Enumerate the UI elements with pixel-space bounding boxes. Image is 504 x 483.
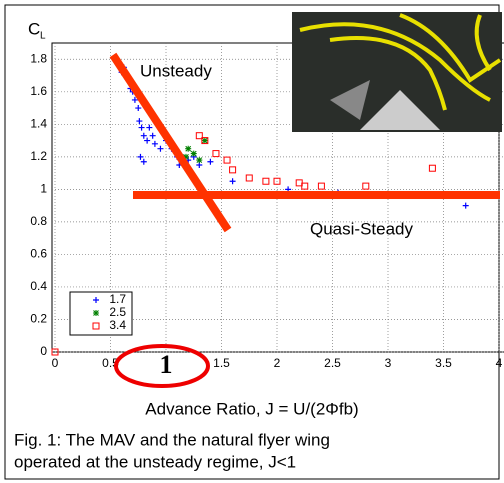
point (144, 137, 151, 144)
point (212, 150, 220, 158)
point (229, 166, 237, 174)
legend-label: 1.7 (109, 292, 126, 306)
point (462, 202, 469, 209)
point (51, 348, 59, 356)
annotation: Quasi-Steady (310, 219, 413, 238)
y-tick-label: 0.6 (30, 247, 47, 261)
caption-line: operated at the unsteady regime, J<1 (14, 452, 296, 471)
legend-label: 2.5 (109, 305, 126, 319)
legend-marker (93, 297, 99, 303)
point (245, 174, 253, 182)
y-tick-label: 0.2 (30, 312, 47, 326)
y-tick-label: 1.6 (30, 84, 47, 98)
legend-box (69, 291, 133, 336)
point (138, 124, 145, 131)
point (223, 156, 231, 164)
point (146, 124, 153, 131)
point (273, 177, 281, 185)
plot: 00.20.40.60.811.21.41.61.80 0.5 1 1.5 2 2.5 3 3… (30, 42, 504, 379)
y-tick-label: 0.4 (30, 279, 47, 293)
point (190, 150, 197, 157)
legend-marker (92, 322, 100, 330)
x-tick-label: 1.5 (213, 356, 230, 370)
y-tick-label: 1.2 (30, 149, 47, 163)
point (136, 118, 143, 125)
x-tick-label: 2.5 (324, 356, 341, 370)
point (195, 132, 203, 140)
x-tick-label: 3.5 (435, 356, 452, 370)
plot-frame (51, 42, 504, 353)
point (137, 153, 144, 160)
inset-photo (292, 12, 502, 132)
point (135, 105, 142, 112)
y-tick-label: 0.8 (30, 214, 47, 228)
point (201, 137, 208, 144)
point (201, 137, 209, 145)
point (317, 182, 325, 190)
y-tick-label: 1.4 (30, 116, 47, 130)
x-tick-label: 1 (160, 350, 173, 379)
point (140, 158, 147, 165)
y-tick-label: 1.8 (30, 51, 47, 65)
point (301, 182, 309, 190)
y-tick-label: 1 (40, 182, 47, 196)
point (182, 153, 189, 160)
point (428, 164, 436, 172)
point (229, 178, 236, 185)
point (196, 157, 203, 164)
highlight-ellipse (114, 344, 210, 388)
y-tick-label: 0 (40, 344, 47, 358)
point (151, 140, 158, 147)
point (362, 182, 370, 190)
point (140, 132, 147, 139)
legend-label: 3.4 (109, 318, 126, 332)
point (262, 177, 270, 185)
point (157, 145, 164, 152)
point (185, 145, 192, 152)
legend-marker (93, 310, 99, 316)
y-label: C (28, 19, 40, 38)
y-label-sub: L (40, 31, 46, 42)
x-label: Advance Ratio, J = U/(2Φfb) (145, 399, 358, 418)
x-tick-label: 4 (496, 356, 503, 370)
legend: 1.72.53.4 (69, 291, 133, 336)
caption-line: Fig. 1: The MAV and the natural flyer wi… (14, 430, 330, 449)
point (131, 96, 138, 103)
point (207, 158, 214, 165)
x-tick-label: 2 (274, 356, 281, 370)
annotation: Unsteady (140, 61, 212, 80)
x-tick-label: 0 (52, 356, 59, 370)
unsteady-trend (109, 52, 232, 233)
x-tick-label: 3 (385, 356, 392, 370)
point (149, 132, 156, 139)
